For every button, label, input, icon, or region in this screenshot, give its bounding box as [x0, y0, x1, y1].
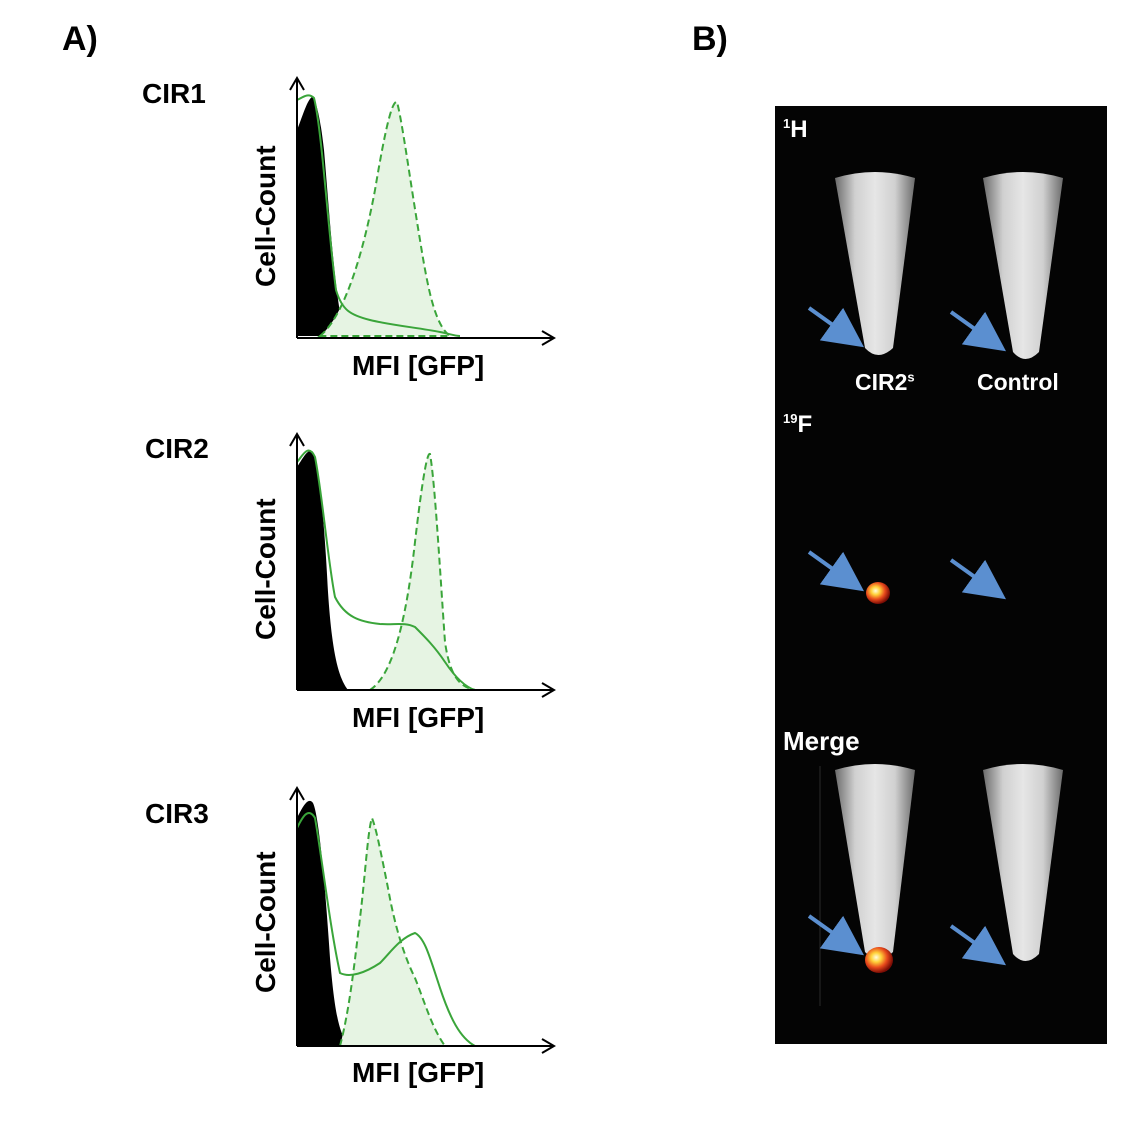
panel-a-label: A)	[62, 20, 98, 58]
x-axis-arrow	[541, 682, 556, 698]
sample-label-cir3: CIR3	[145, 798, 209, 829]
x-axis-label-cir2: MFI [GFP]	[352, 702, 485, 733]
fluorine-signal-hotspot	[866, 582, 890, 604]
mri-image	[807, 172, 1063, 1006]
arrow-icon	[807, 914, 865, 956]
mri-panel: 1H CIR2s Control 19F Merge	[775, 106, 1107, 1044]
sample-label-cir2: CIR2	[145, 433, 209, 464]
y-axis-arrow	[289, 76, 305, 91]
label-merge: Merge	[783, 726, 860, 756]
arrow-icon	[807, 550, 865, 592]
control-black-fill	[297, 97, 345, 336]
x-axis-label-cir1: MFI [GFP]	[352, 350, 485, 381]
control-black-fill	[297, 800, 350, 1046]
histogram-cir1	[289, 76, 556, 346]
tube-control-1h	[983, 172, 1063, 359]
histogram-cir3	[289, 786, 556, 1054]
y-axis-label-cir1: Cell-Count	[250, 145, 281, 287]
panel-b-label: B)	[692, 20, 728, 58]
x-axis-arrow	[541, 1038, 556, 1054]
label-cir2s: CIR2s	[855, 369, 915, 395]
arrow-icon	[949, 310, 1007, 352]
x-axis-arrow	[541, 330, 556, 346]
x-axis-label-cir3: MFI [GFP]	[352, 1057, 485, 1088]
tube-control-merge	[983, 764, 1063, 961]
stained-dashed-fill	[317, 101, 454, 337]
y-axis-label-cir2: Cell-Count	[250, 498, 281, 640]
stained-solid-line	[296, 94, 461, 337]
stained-solid-line	[296, 812, 476, 1047]
merge-signal-hotspot	[865, 947, 893, 973]
label-19f: 19F	[783, 411, 813, 438]
stained-solid-line	[296, 449, 476, 691]
label-control: Control	[977, 369, 1059, 395]
y-axis-arrow	[289, 432, 305, 447]
stained-dashed-fill	[366, 452, 476, 691]
arrow-icon	[807, 306, 865, 348]
tube-cir2-1h	[835, 172, 915, 355]
y-axis-label-cir3: Cell-Count	[250, 851, 281, 993]
arrow-icon	[949, 558, 1007, 600]
control-black-fill	[297, 450, 348, 690]
label-1h: 1H	[783, 116, 808, 143]
histogram-cir2	[289, 432, 556, 698]
tube-cir2-merge	[835, 764, 915, 959]
stained-dashed-fill	[338, 815, 447, 1047]
sample-label-cir1: CIR1	[142, 78, 206, 109]
arrow-icon	[949, 924, 1007, 966]
y-axis-arrow	[289, 786, 305, 801]
